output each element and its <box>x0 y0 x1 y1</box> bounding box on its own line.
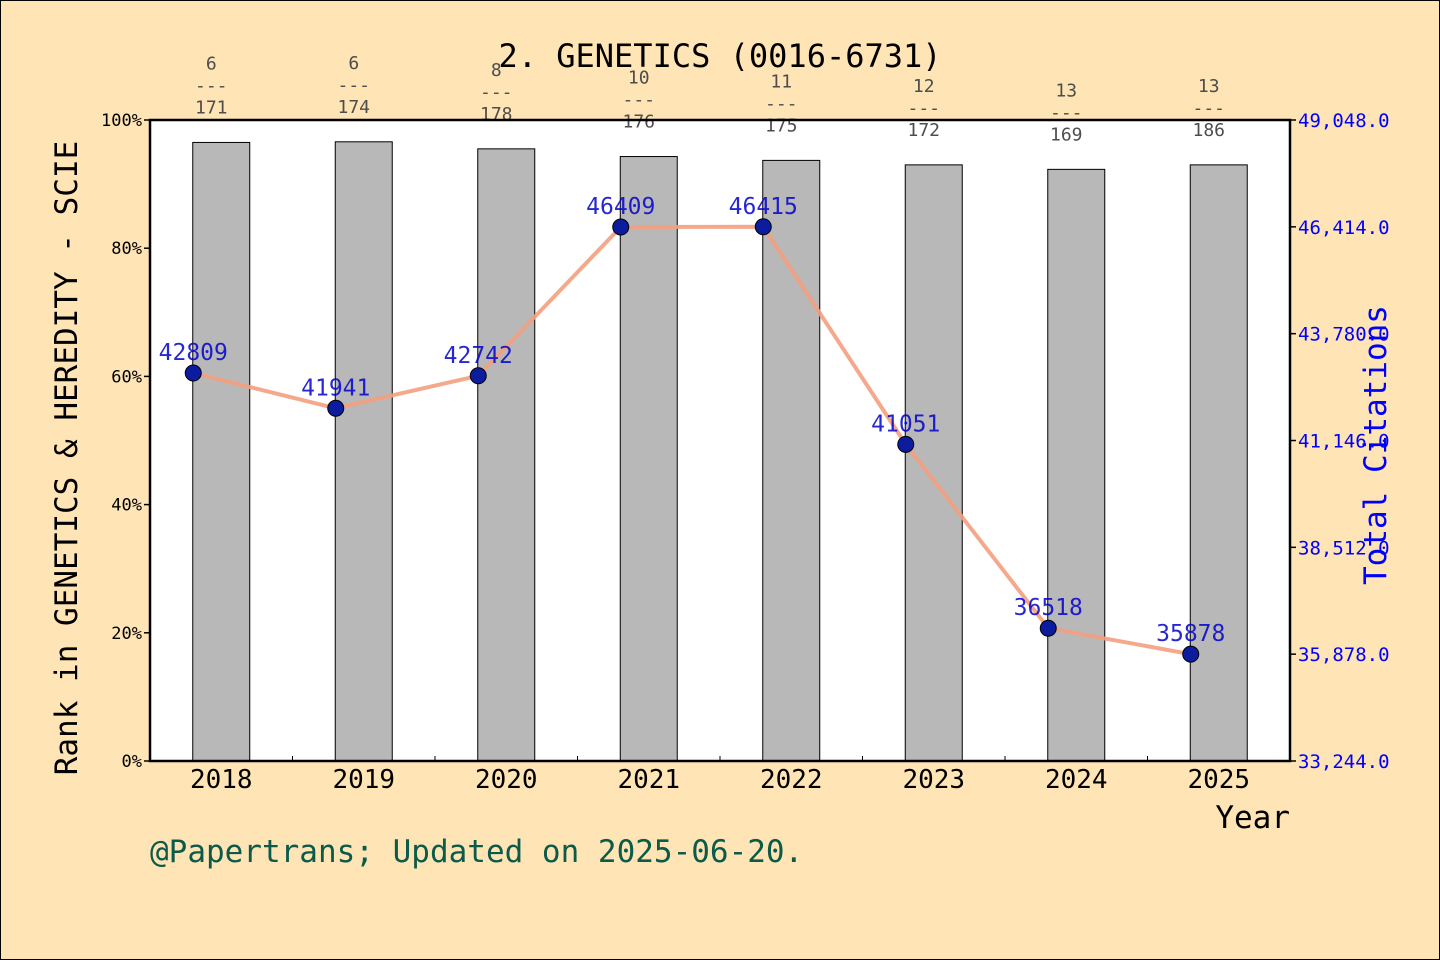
x-tick-label: 2019 <box>332 765 395 795</box>
rank-separator: --- <box>195 75 228 96</box>
rank-total-label: 178 <box>480 104 513 125</box>
citation-data-label: 35878 <box>1156 621 1225 647</box>
citation-point-2021 <box>612 218 630 236</box>
bar-2025 <box>1189 164 1248 762</box>
rank-label: 6 <box>348 53 359 74</box>
y-tick-label: 0% <box>122 752 142 772</box>
rank-total-label: 174 <box>337 97 370 118</box>
citation-point-2020 <box>469 367 487 385</box>
y-tick-label: 60% <box>111 367 142 387</box>
bar-2019 <box>334 141 393 762</box>
citation-point-2023 <box>897 435 915 453</box>
rank-total-label: 186 <box>1192 120 1225 141</box>
rank-separator: --- <box>1050 102 1083 123</box>
citation-data-label: 46409 <box>586 194 655 220</box>
citation-point-2022 <box>754 218 772 236</box>
rank-separator: --- <box>622 90 655 111</box>
y-tick-label: 20% <box>111 624 142 644</box>
rank-total-label: 176 <box>622 112 655 133</box>
footer-credit: @Papertrans; Updated on 2025-06-20. <box>150 834 804 870</box>
x-tick-label: 2020 <box>475 765 538 795</box>
rank-separator: --- <box>907 98 940 119</box>
bar-2020 <box>477 148 536 762</box>
y2-tick-label: 49,048.0 <box>1298 110 1390 132</box>
y2-tick-label: 33,244.0 <box>1298 751 1390 773</box>
bar-2018 <box>192 141 251 762</box>
citation-data-label: 42809 <box>159 340 228 366</box>
citation-point-2025 <box>1182 645 1200 663</box>
rank-total-label: 175 <box>765 115 798 136</box>
rank-label: 13 <box>1055 80 1077 101</box>
x-tick-label: 2025 <box>1187 765 1250 795</box>
y-tick-label: 80% <box>111 239 142 259</box>
x-axis-label: Year <box>1215 800 1290 836</box>
rank-separator: --- <box>480 82 513 103</box>
y2-tick-label: 41,146.0 <box>1298 431 1390 453</box>
citation-point-2024 <box>1039 619 1057 637</box>
plot-area <box>150 120 1290 761</box>
citation-point-2018 <box>184 364 202 382</box>
y-axis-label: Rank in GENETICS & HEREDITY - SCIE <box>49 141 85 776</box>
rank-separator: --- <box>765 93 798 114</box>
rank-separator: --- <box>337 75 370 96</box>
bars-layer: 6---1716---1748---17810---17611---17512-… <box>192 53 1248 762</box>
citation-data-label: 46415 <box>729 194 798 220</box>
rank-label: 13 <box>1198 76 1220 97</box>
y2-axis-label: Total Citations <box>1358 305 1394 585</box>
citation-data-label: 36518 <box>1014 595 1083 621</box>
rank-label: 12 <box>913 76 935 97</box>
chart-title: 2. GENETICS (0016-6731) <box>498 37 941 75</box>
y2-tick-label: 38,512.0 <box>1298 537 1390 559</box>
rank-total-label: 171 <box>195 97 228 118</box>
y2-tick-label: 46,414.0 <box>1298 217 1390 239</box>
citation-point-2019 <box>327 399 345 417</box>
citations-line <box>192 224 1192 657</box>
bar-2021 <box>619 156 678 762</box>
y2-tick-label: 43,780.0 <box>1298 324 1390 346</box>
x-tick-label: 2022 <box>760 765 823 795</box>
rank-label: 6 <box>206 53 217 74</box>
y-tick-label: 40% <box>111 496 142 516</box>
rank-separator: --- <box>1192 98 1225 119</box>
x-tick-label: 2018 <box>190 765 253 795</box>
x-tick-label: 2024 <box>1045 765 1108 795</box>
citations-line-layer: 42809 41941 42742 46409 46415 41051 36518 35878 <box>159 194 1225 663</box>
citation-data-label: 41941 <box>301 375 370 401</box>
rank-label: 11 <box>770 71 792 92</box>
rank-label: 10 <box>628 68 650 89</box>
x-tick-label: 2021 <box>617 765 680 795</box>
citation-data-label: 41051 <box>871 411 940 437</box>
bar-2022 <box>762 159 821 762</box>
rank-total-label: 169 <box>1050 124 1083 145</box>
axes-layer: 0% 20% 40% 60% 80% 100% 33,244.0 35,878.0 38,512… <box>101 110 1389 795</box>
rank-label: 8 <box>491 60 502 81</box>
y-tick-label: 100% <box>101 111 142 131</box>
bar-2024 <box>1047 168 1106 762</box>
rank-total-label: 172 <box>907 120 940 141</box>
citation-data-label: 42742 <box>444 343 513 369</box>
x-tick-label: 2023 <box>902 765 965 795</box>
y2-tick-label: 35,878.0 <box>1298 644 1390 666</box>
bar-2023 <box>904 164 963 762</box>
